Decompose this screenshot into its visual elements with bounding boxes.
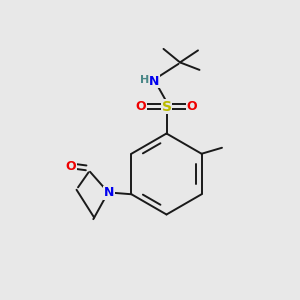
Text: S: S [161, 100, 172, 113]
Text: O: O [66, 160, 76, 173]
Text: O: O [187, 100, 197, 113]
Text: O: O [136, 100, 146, 113]
Text: H: H [140, 75, 149, 85]
Text: N: N [104, 186, 114, 199]
Text: N: N [149, 74, 160, 88]
